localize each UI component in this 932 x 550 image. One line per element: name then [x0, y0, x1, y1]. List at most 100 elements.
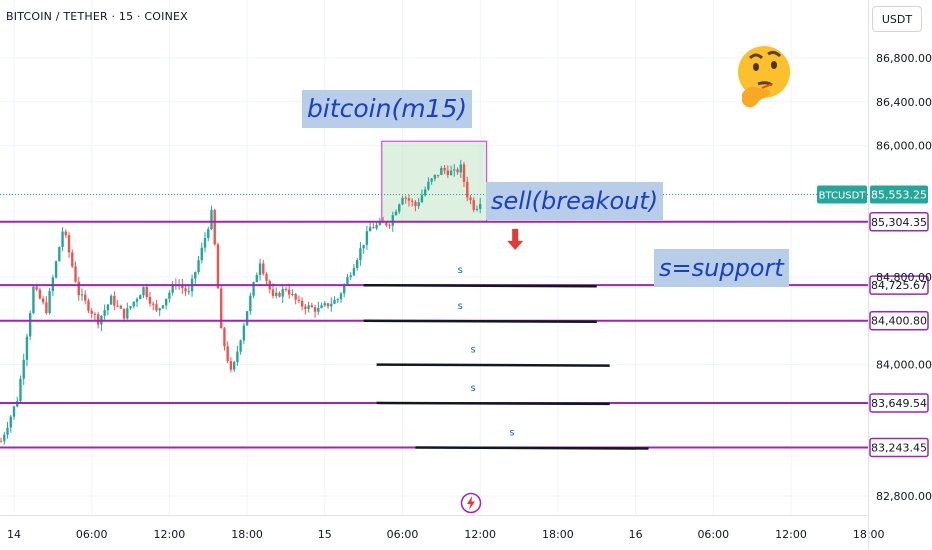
candle-body	[203, 238, 207, 248]
candle-body	[38, 289, 42, 299]
candle-body	[359, 248, 362, 261]
x-tick-label: 12:00	[775, 528, 807, 541]
candle-body	[181, 285, 184, 289]
candle-body	[9, 416, 12, 428]
range-box-layer	[381, 140, 488, 223]
lightning-icon[interactable]	[460, 492, 482, 514]
candle-body	[194, 271, 197, 279]
candle-body	[93, 313, 97, 315]
support-marker: s	[471, 345, 476, 356]
support-line	[363, 319, 597, 324]
y-tick-label: 86,000.00	[876, 140, 932, 153]
x-tick-label: 12:00	[464, 528, 496, 541]
candle-body	[398, 204, 401, 212]
candle-body	[339, 293, 343, 300]
candle-body	[239, 340, 242, 352]
candle-body	[135, 299, 139, 302]
candle-body	[142, 286, 145, 296]
candle-body	[90, 310, 93, 314]
level-tag	[869, 212, 929, 232]
candle-body	[168, 292, 171, 299]
candle-body	[197, 260, 200, 272]
candle-body	[148, 296, 152, 304]
chart-title-annotation: bitcoin(m15)	[302, 90, 473, 128]
last-price-label: 85,553.25	[871, 189, 927, 202]
support-marker: s	[458, 265, 463, 276]
candle-body	[6, 427, 9, 435]
candle-body	[242, 325, 246, 341]
candle-body	[158, 308, 161, 311]
candle-body	[184, 288, 187, 292]
candle-body	[22, 359, 25, 379]
candle-body	[12, 406, 16, 417]
candle-body	[87, 300, 90, 311]
candle-body	[61, 231, 64, 248]
symbol-tag	[817, 185, 867, 204]
down-arrow-icon	[507, 228, 524, 250]
candle-body	[423, 189, 427, 196]
level-tag-label: 85,304.35	[871, 216, 927, 229]
candle-body	[336, 299, 339, 301]
candle-body	[411, 200, 414, 202]
candle-body	[139, 295, 142, 300]
last-price-tag	[870, 185, 928, 204]
candle-body	[80, 294, 84, 296]
symbol-tag-label: BTCUSDT	[819, 191, 867, 202]
candle-body	[287, 289, 291, 295]
candle-body	[404, 197, 407, 199]
candle-body	[35, 286, 38, 290]
candle-body	[28, 313, 32, 337]
candle-body	[278, 292, 281, 297]
candle-body	[291, 293, 294, 295]
level-tag-label: 83,243.45	[871, 441, 927, 454]
candle-body	[84, 294, 87, 301]
candle-body	[417, 202, 420, 207]
y-tick-label: 82,800.00	[876, 490, 932, 503]
candle-body	[200, 247, 203, 261]
candle-body	[54, 261, 58, 278]
x-tick-label: 15	[318, 528, 332, 541]
candle-body	[330, 303, 333, 307]
candle-body	[265, 273, 268, 281]
candle-body	[145, 286, 148, 297]
candle-body	[106, 304, 110, 311]
range-box	[381, 140, 488, 223]
candle-body	[362, 244, 365, 249]
candle-body	[71, 252, 74, 267]
candle-body	[0, 441, 3, 443]
x-tick-label: 06:00	[697, 528, 729, 541]
x-tick-label: 16	[629, 528, 643, 541]
candle-body	[58, 247, 61, 262]
support-legend-annotation: s=support	[654, 249, 789, 287]
level-tag-label: 83,649.54	[871, 397, 927, 410]
candle-body	[479, 204, 482, 209]
candle-body	[41, 298, 45, 303]
candle-body	[436, 174, 440, 176]
x-tick-label: 06:00	[76, 528, 108, 541]
currency-button[interactable]: USDT	[872, 6, 922, 32]
level-tag	[869, 275, 929, 295]
candle-body	[122, 308, 126, 319]
candle-body	[262, 263, 265, 274]
candle-body	[213, 209, 216, 245]
candle-body	[333, 299, 336, 304]
candle-body	[210, 209, 213, 230]
candle-body	[232, 362, 236, 370]
candle-body	[249, 295, 252, 312]
symbol-title: BITCOIN / TETHER · 15 · COINEX	[6, 10, 188, 23]
level-tag	[869, 437, 929, 458]
candle-body	[236, 351, 239, 363]
candle-body	[313, 307, 317, 312]
candle-body	[343, 284, 346, 294]
level-tag	[869, 310, 929, 331]
candle-body	[420, 195, 424, 203]
candle-body	[281, 288, 284, 297]
x-tick-label: 18:00	[542, 528, 574, 541]
y-tick-label: 86,800.00	[876, 52, 932, 65]
candle-body	[401, 197, 404, 205]
candle-body	[129, 306, 132, 309]
support-line	[415, 446, 649, 450]
candle-body	[96, 314, 100, 325]
support-marker: s	[458, 301, 463, 312]
